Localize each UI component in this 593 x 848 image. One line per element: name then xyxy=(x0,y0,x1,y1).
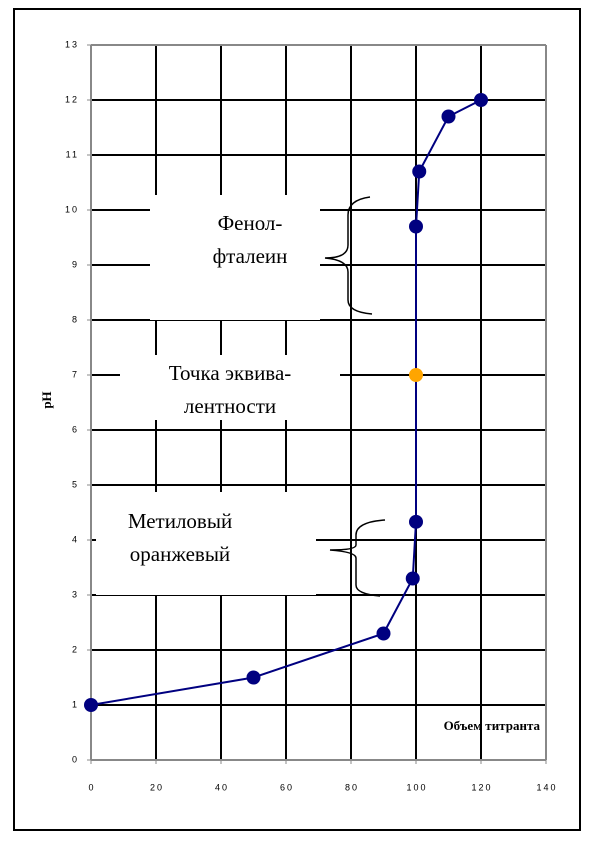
x-axis-label: Объем титранта xyxy=(444,718,541,733)
brace xyxy=(329,519,386,597)
y-tick-label: 10 xyxy=(65,204,79,214)
marker xyxy=(412,164,427,179)
marker xyxy=(246,670,261,685)
y-tick-label: 3 xyxy=(72,589,79,599)
annotation: Метиловый xyxy=(128,509,232,533)
y-tick-label: 7 xyxy=(72,369,79,379)
y-tick-label: 4 xyxy=(72,534,79,544)
marker xyxy=(409,368,423,382)
x-tick-label: 0 xyxy=(88,782,95,792)
marker xyxy=(441,109,456,124)
annotation-box xyxy=(150,195,320,320)
y-tick-label: 1 xyxy=(72,699,79,709)
x-tick-label: 140 xyxy=(536,782,557,792)
marker xyxy=(474,93,488,107)
y-tick-label: 12 xyxy=(65,94,79,104)
y-tick-label: 5 xyxy=(72,479,79,489)
annotation-box xyxy=(96,492,316,595)
x-tick-label: 100 xyxy=(406,782,427,792)
y-tick-label: 6 xyxy=(72,424,79,434)
y-tick-label: 2 xyxy=(72,644,79,654)
annotation: лентности xyxy=(184,394,276,418)
x-tick-label: 40 xyxy=(215,782,229,792)
x-tick-label: 80 xyxy=(345,782,359,792)
annotations xyxy=(96,195,386,597)
line xyxy=(90,99,482,706)
marker xyxy=(409,514,423,529)
y-tick-label: 9 xyxy=(72,259,79,269)
annotation: Точка эквива- xyxy=(169,361,292,385)
x-tick-label: 120 xyxy=(471,782,492,792)
marker xyxy=(376,626,391,641)
annotation: фталеин xyxy=(213,244,288,268)
y-tick-label: 8 xyxy=(72,314,79,324)
marker xyxy=(409,219,423,234)
brace xyxy=(324,196,373,315)
y-axis-label: pH xyxy=(39,391,54,408)
x-tick-label: 60 xyxy=(280,782,294,792)
marker xyxy=(405,571,420,586)
annotation: Фенол- xyxy=(218,211,283,235)
y-tick-label: 13 xyxy=(65,39,79,49)
x-tick-label: 20 xyxy=(150,782,164,792)
annotation-box xyxy=(120,355,340,420)
annotation: оранжевый xyxy=(130,542,230,566)
y-tick-label: 11 xyxy=(66,149,79,159)
marker xyxy=(84,698,98,712)
y-tick-label: 0 xyxy=(72,754,79,764)
